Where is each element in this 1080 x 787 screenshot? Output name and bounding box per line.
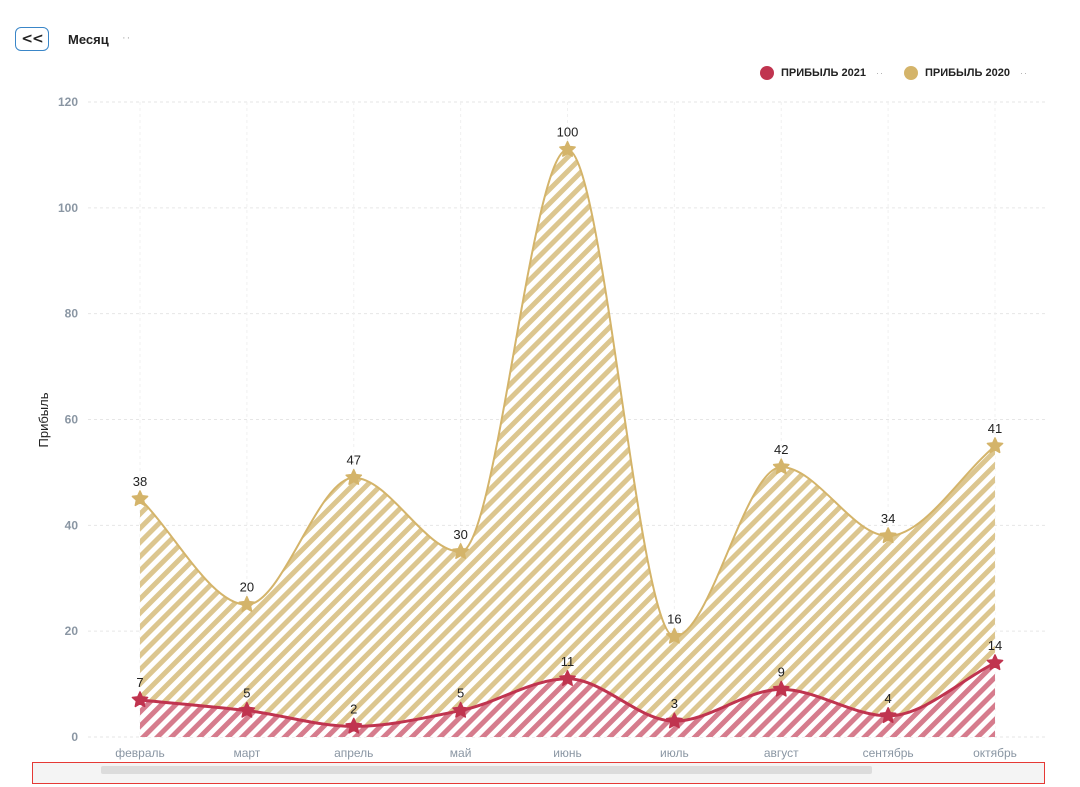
x-tick-label: октябрь — [973, 746, 1017, 760]
legend-item-2021[interactable]: ПРИБЫЛЬ 2021 ·· — [760, 66, 884, 80]
marker-2020 — [131, 490, 149, 507]
y-tick-label: 100 — [58, 201, 78, 215]
marker-2020 — [559, 140, 576, 157]
marker-2021 — [772, 680, 790, 697]
data-label-2020: 42 — [774, 442, 788, 457]
area-2020 — [140, 149, 995, 737]
legend-swatch-2021 — [760, 66, 774, 80]
area-2021 — [140, 662, 995, 737]
legend-swatch-2020 — [903, 66, 918, 80]
y-tick-label: 40 — [65, 518, 79, 532]
data-label-2020: 20 — [240, 580, 254, 595]
data-label-2021: 14 — [988, 638, 1002, 653]
data-label-2021: 4 — [885, 691, 892, 706]
marker-2021 — [452, 701, 469, 718]
marker-2020 — [772, 458, 790, 475]
data-label-2020: 38 — [133, 474, 147, 489]
x-tick-label: февраль — [115, 746, 165, 760]
data-label-2020: 41 — [988, 421, 1002, 436]
legend-label-2021: ПРИБЫЛЬ 2021 — [781, 67, 866, 79]
marker-2021 — [238, 701, 256, 718]
marker-2020 — [452, 543, 469, 560]
legend-label-2020: ПРИБЫЛЬ 2020 — [924, 67, 1010, 79]
marker-2020 — [345, 468, 363, 485]
x-tick-label: май — [450, 746, 472, 760]
back-button[interactable]: << — [15, 27, 49, 51]
marker-2021 — [986, 654, 1004, 671]
marker-2020 — [666, 627, 683, 644]
data-label-2020: 16 — [667, 611, 681, 626]
marker-2021 — [879, 707, 897, 724]
y-tick-label: 0 — [71, 730, 78, 744]
x-tick-label: июль — [660, 746, 689, 760]
x-tick-label: март — [233, 746, 260, 760]
x-tick-label: август — [764, 746, 799, 760]
data-label-2021: 11 — [561, 654, 575, 669]
data-label-2021: 5 — [457, 686, 464, 701]
x-tick-label: июнь — [553, 746, 582, 760]
y-tick-label: 80 — [65, 307, 79, 321]
legend-item-2020[interactable]: ПРИБЫЛЬ 2020 ·· — [903, 66, 1028, 80]
data-label-2020: 30 — [453, 527, 467, 542]
data-label-2021: 9 — [778, 664, 785, 679]
marker-2021 — [131, 691, 149, 708]
marker-2020 — [986, 437, 1004, 454]
x-tick-label: апрель — [334, 746, 373, 760]
y-tick-label: 20 — [65, 624, 79, 638]
y-axis-title: Прибыль — [36, 392, 51, 447]
y-tick-label: 60 — [65, 413, 79, 427]
data-label-2021: 7 — [136, 675, 143, 690]
legend-drag-handle-2021[interactable]: ·· — [875, 68, 884, 78]
legend: ПРИБЫЛЬ 2021 ·· ПРИБЫЛЬ 2020 ·· — [760, 66, 1028, 80]
group-by-label[interactable]: Месяц — [68, 32, 109, 47]
data-label-2021: 2 — [350, 701, 357, 716]
marker-2020 — [238, 595, 256, 612]
marker-2020 — [879, 527, 897, 544]
y-tick-label: 120 — [58, 95, 78, 109]
legend-drag-handle-2020[interactable]: ·· — [1019, 68, 1028, 78]
data-label-2021: 5 — [243, 686, 250, 701]
marker-2021 — [666, 712, 683, 729]
data-label-2020: 34 — [881, 511, 895, 526]
marker-2021 — [345, 717, 363, 734]
data-label-2020: 47 — [347, 453, 361, 468]
horizontal-scrollbar[interactable] — [32, 762, 1045, 784]
scrollbar-thumb[interactable] — [101, 766, 872, 774]
x-tick-label: сентябрь — [863, 746, 914, 760]
data-label-2021: 3 — [671, 696, 678, 711]
group-by-drag-handle[interactable]: ·· — [122, 32, 132, 44]
marker-2021 — [559, 670, 576, 687]
data-label-2020: 100 — [557, 125, 579, 140]
